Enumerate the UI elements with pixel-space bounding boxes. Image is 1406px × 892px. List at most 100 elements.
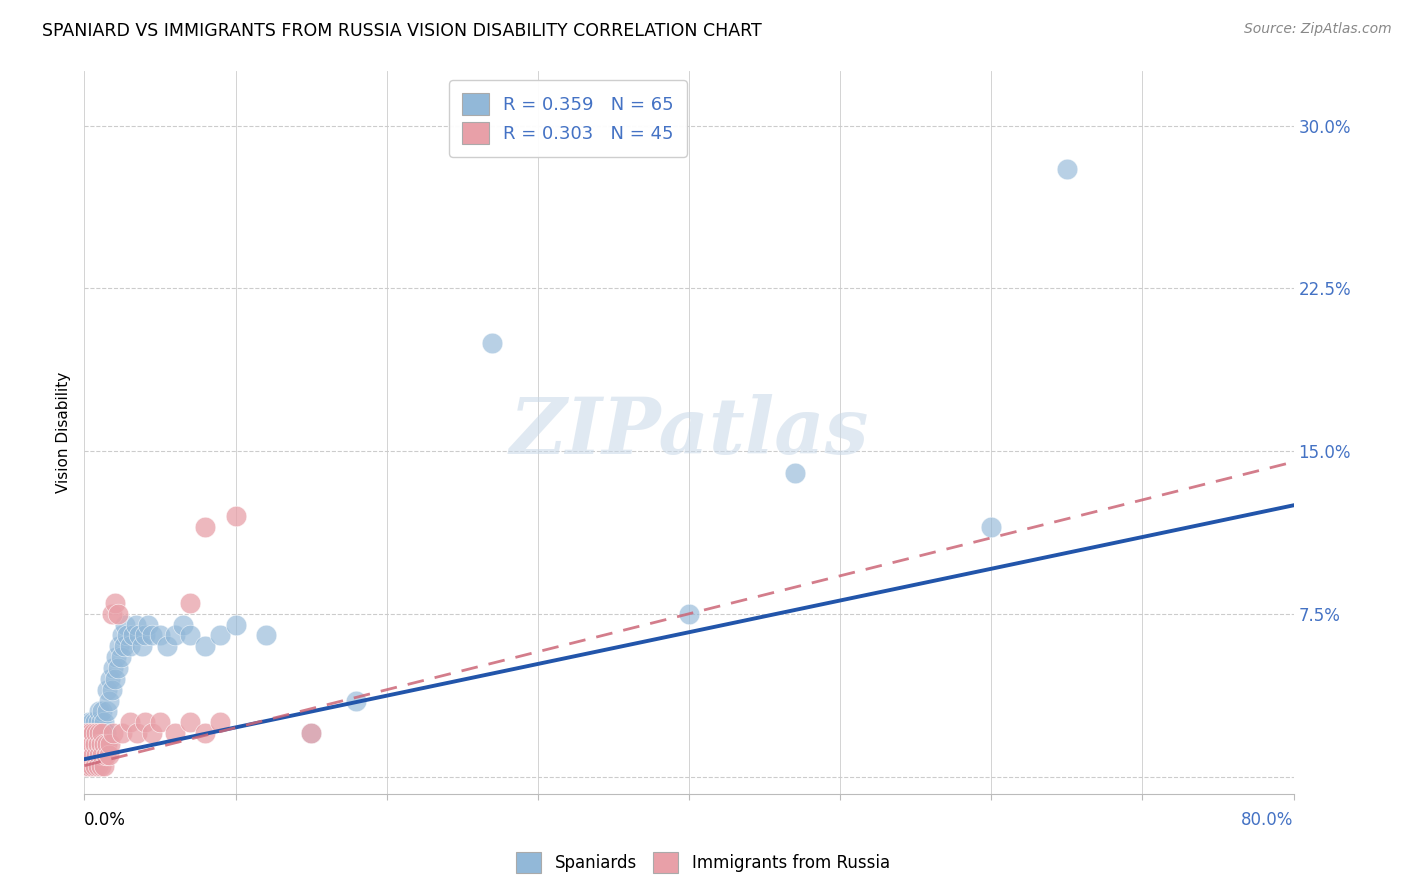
Point: [97, 693, 120, 707]
Point: [87, 737, 110, 751]
Point: [86, 747, 108, 762]
Point: [86, 726, 108, 740]
Point: [172, 617, 194, 632]
Point: [89, 726, 111, 740]
Point: [127, 726, 149, 740]
Point: [75, 737, 97, 751]
Point: [80, 737, 103, 751]
Point: [98, 672, 121, 686]
Point: [76, 747, 98, 762]
Point: [80, 715, 103, 730]
Point: [89, 747, 111, 762]
Point: [194, 726, 217, 740]
Point: [87, 758, 110, 772]
Point: [299, 726, 322, 740]
Point: [783, 466, 806, 480]
Point: [112, 640, 135, 654]
Point: [84, 737, 107, 751]
Point: [94, 747, 117, 762]
Text: 80.0%: 80.0%: [1241, 811, 1294, 829]
Point: [76, 726, 98, 740]
Point: [90, 715, 112, 730]
Point: [194, 640, 217, 654]
Point: [131, 640, 153, 654]
Point: [80, 758, 103, 772]
Text: 0.0%: 0.0%: [84, 811, 127, 829]
Point: [90, 737, 112, 751]
Point: [225, 509, 247, 524]
Point: [84, 715, 107, 730]
Point: [93, 737, 115, 751]
Point: [93, 758, 115, 772]
Point: [136, 617, 159, 632]
Point: [86, 726, 108, 740]
Point: [77, 737, 100, 751]
Point: [76, 758, 98, 772]
Point: [107, 661, 129, 675]
Point: [84, 737, 107, 751]
Point: [77, 737, 100, 751]
Point: [209, 715, 232, 730]
Point: [121, 628, 143, 642]
Point: [107, 607, 129, 621]
Point: [82, 747, 104, 762]
Point: [77, 758, 100, 772]
Y-axis label: Vision Disability: Vision Disability: [56, 372, 72, 493]
Point: [125, 617, 148, 632]
Point: [118, 715, 141, 730]
Point: [254, 628, 277, 642]
Point: [149, 715, 172, 730]
Point: [111, 726, 134, 740]
Point: [97, 747, 120, 762]
Point: [101, 726, 124, 740]
Point: [91, 747, 114, 762]
Point: [179, 596, 201, 610]
Point: [98, 737, 121, 751]
Point: [141, 726, 163, 740]
Point: [79, 726, 101, 740]
Point: [87, 737, 110, 751]
Point: [111, 628, 134, 642]
Point: [94, 726, 117, 740]
Point: [149, 628, 172, 642]
Point: [118, 640, 141, 654]
Point: [481, 335, 503, 350]
Point: [96, 705, 118, 719]
Point: [346, 693, 368, 707]
Point: [96, 682, 118, 697]
Point: [96, 737, 118, 751]
Point: [90, 758, 112, 772]
Point: [80, 737, 103, 751]
Point: [101, 661, 124, 675]
Point: [165, 726, 187, 740]
Point: [82, 726, 104, 740]
Point: [93, 737, 115, 751]
Point: [299, 726, 322, 740]
Text: SPANIARD VS IMMIGRANTS FROM RUSSIA VISION DISABILITY CORRELATION CHART: SPANIARD VS IMMIGRANTS FROM RUSSIA VISIO…: [42, 22, 762, 40]
Point: [84, 758, 107, 772]
Point: [225, 617, 247, 632]
Point: [104, 596, 127, 610]
Point: [90, 737, 112, 751]
Point: [100, 607, 122, 621]
Point: [108, 640, 131, 654]
Legend: R = 0.359   N = 65, R = 0.303   N = 45: R = 0.359 N = 65, R = 0.303 N = 45: [450, 80, 686, 157]
Point: [82, 726, 104, 740]
Point: [91, 726, 114, 740]
Text: Source: ZipAtlas.com: Source: ZipAtlas.com: [1244, 22, 1392, 37]
Legend: Spaniards, Immigrants from Russia: Spaniards, Immigrants from Russia: [509, 846, 897, 880]
Point: [114, 617, 136, 632]
Point: [134, 628, 156, 642]
Point: [79, 747, 101, 762]
Point: [105, 650, 128, 665]
Point: [89, 726, 111, 740]
Point: [82, 747, 104, 762]
Point: [141, 628, 163, 642]
Point: [115, 628, 138, 642]
Point: [179, 715, 201, 730]
Point: [104, 672, 127, 686]
Point: [79, 747, 101, 762]
Point: [86, 747, 108, 762]
Point: [1056, 161, 1078, 176]
Point: [89, 705, 111, 719]
